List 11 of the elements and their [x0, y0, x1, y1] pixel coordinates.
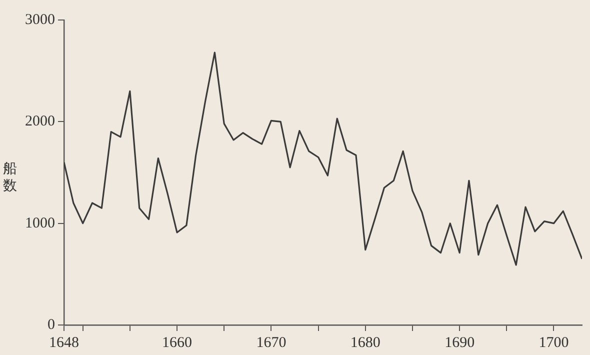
y-tick-label: 2000	[25, 114, 55, 130]
x-tick-label: 1690	[444, 334, 475, 351]
y-tick-label: 3000	[25, 12, 55, 28]
y-axis-title: 船数	[2, 161, 18, 194]
y-tick-label: 0	[48, 316, 55, 333]
y-tick-label: 1000	[25, 215, 55, 232]
x-tick-label: 1680	[350, 334, 380, 351]
x-tick-label: 1670	[256, 334, 286, 351]
x-tick-label: 1660	[162, 334, 192, 351]
x-tick-label: 1648	[49, 334, 79, 351]
x-tick-label: 1700	[538, 334, 569, 351]
